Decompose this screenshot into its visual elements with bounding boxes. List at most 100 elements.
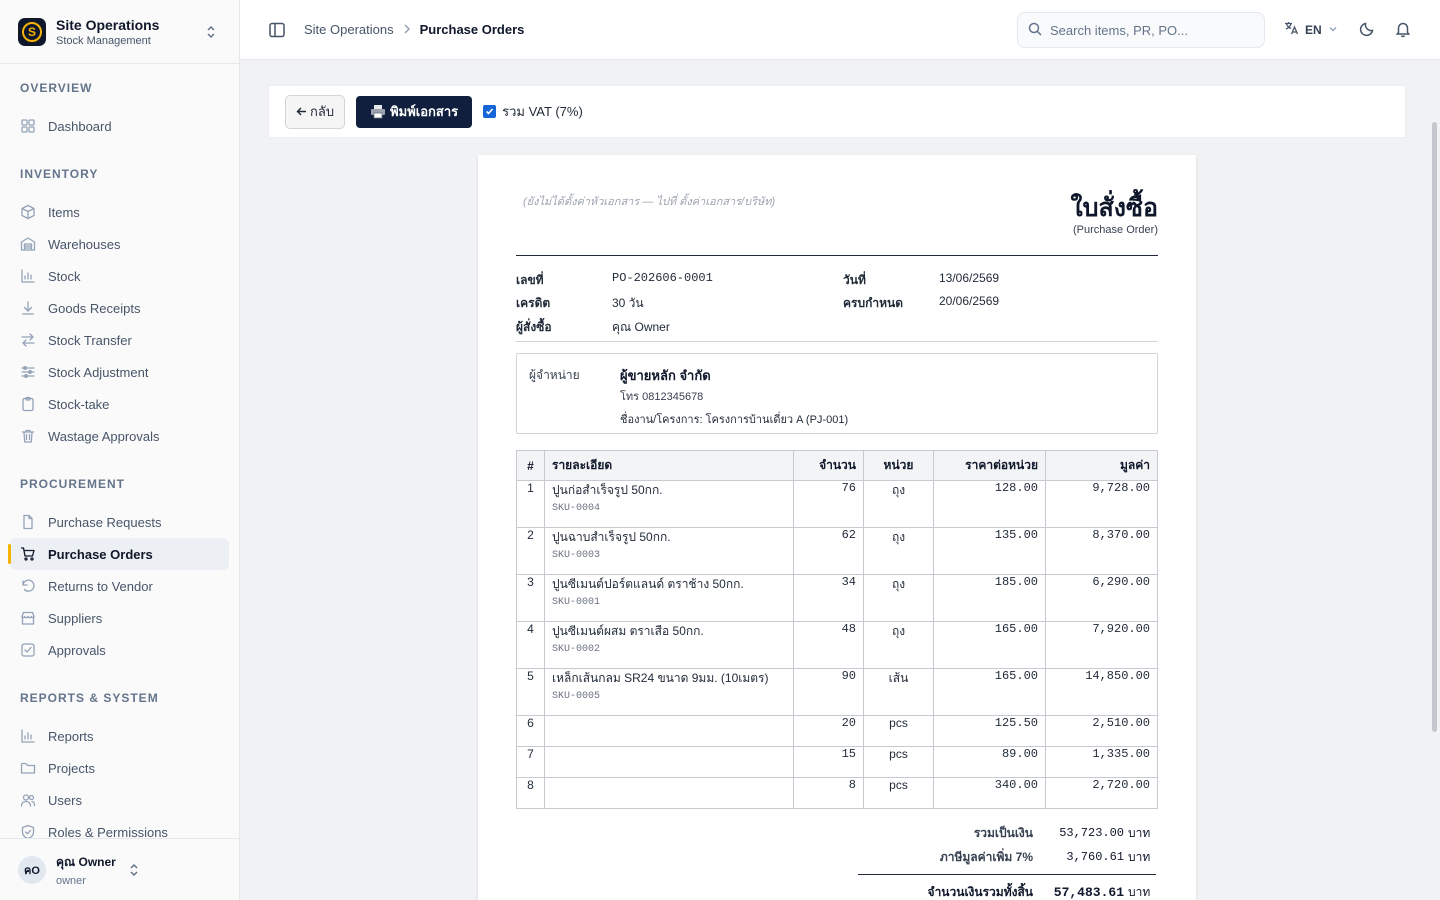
item-sku: SKU-0005 xyxy=(552,691,601,702)
user-menu[interactable]: คO คุณ Owner owner xyxy=(0,838,239,900)
scrollbar[interactable] xyxy=(1432,122,1437,732)
item-unit-cell: ถุง xyxy=(863,480,934,528)
vat-amount-value: 3,760.61 xyxy=(1066,850,1124,864)
sidebar-item-roles-permissions[interactable]: Roles & Permissions xyxy=(10,816,229,838)
row-number-cell: 7 xyxy=(516,746,545,778)
search-input[interactable] xyxy=(1050,22,1250,38)
table-row: 5 เหล็กเส้นกลม SR24 ขนาด 9มม. (10เมตร) SKU… xyxy=(516,668,1158,716)
row-number-cell: 8 xyxy=(516,777,545,809)
users-icon xyxy=(20,792,36,808)
download-icon xyxy=(20,300,36,316)
sidebar-item-wastage-approvals[interactable]: Wastage Approvals xyxy=(10,420,229,452)
search-box[interactable] xyxy=(1017,12,1265,48)
item-unit-price: 340.00 xyxy=(994,778,1038,792)
sidebar-item-reports[interactable]: Reports xyxy=(10,720,229,752)
vendor-box: ผู้จำหน่าย ผู้ขายหลัก จำกัด โทร 08123456… xyxy=(516,353,1158,434)
sidebar-item-items[interactable]: Items xyxy=(10,196,229,228)
trash-icon xyxy=(20,428,36,444)
header-divider xyxy=(516,255,1158,256)
nav-section-title: OVERVIEW xyxy=(20,81,93,95)
sidebar-item-label: Reports xyxy=(48,728,94,744)
sidebar-item-suppliers[interactable]: Suppliers xyxy=(10,602,229,634)
item-sku: SKU-0004 xyxy=(552,503,601,514)
bell-icon[interactable] xyxy=(1394,20,1412,38)
sidebar-item-approvals[interactable]: Approvals xyxy=(10,634,229,666)
print-button[interactable]: พิมพ์เอกสาร xyxy=(356,95,473,128)
sidebar-item-stock[interactable]: Stock xyxy=(10,260,229,292)
back-button[interactable]: กลับ xyxy=(285,94,346,129)
item-amount-cell: 6,290.00 xyxy=(1045,574,1158,622)
nav-section-title: INVENTORY xyxy=(20,167,99,181)
sidebar-item-users[interactable]: Users xyxy=(10,784,229,816)
chevron-down-icon xyxy=(1328,23,1338,37)
vendor-name: ผู้ขายหลัก จำกัด xyxy=(620,368,711,383)
item-amount: 2,720.00 xyxy=(1092,778,1150,792)
item-unit: ถุง xyxy=(891,624,906,638)
language-switcher[interactable]: EN xyxy=(1283,20,1338,39)
buyer-label: ผู้สั่งซื้อ xyxy=(516,320,552,334)
item-description-cell xyxy=(544,746,794,778)
totals-block: รวมเป็นเงิน 53,723.00 บาท ภาษีมูลค่าเพิ่… xyxy=(856,821,1156,900)
main-content: กลับ พิมพ์เอกสาร รวม VAT (7%) (ยังไม่ได้… xyxy=(240,60,1440,900)
item-unit-cell: pcs xyxy=(863,746,934,778)
sidebar-item-purchase-orders[interactable]: Purchase Orders xyxy=(8,538,229,570)
item-quantity: 15 xyxy=(841,747,856,761)
chevron-right-icon xyxy=(403,23,411,37)
row-number: 5 xyxy=(527,669,534,683)
row-number: 4 xyxy=(527,622,534,636)
credit-label: เครดิต xyxy=(516,296,551,310)
item-unit-price: 165.00 xyxy=(994,669,1038,683)
row-number: 1 xyxy=(527,481,534,495)
item-unit-price-cell: 125.50 xyxy=(933,715,1046,747)
arrow-left-icon xyxy=(296,106,307,117)
item-description-cell xyxy=(544,777,794,809)
item-amount: 1,335.00 xyxy=(1092,747,1150,761)
sidebar-item-purchase-requests[interactable]: Purchase Requests xyxy=(10,506,229,538)
document-subtitle: (Purchase Order) xyxy=(1073,224,1158,236)
sidebar-item-label: Warehouses xyxy=(48,236,121,252)
nav-section-title: PROCUREMENT xyxy=(20,477,126,491)
currency-label: บาท xyxy=(1128,849,1151,864)
po-date: 13/06/2569 xyxy=(939,271,1000,285)
search-icon xyxy=(1028,22,1042,39)
vat-label: รวม VAT (7%) xyxy=(502,104,583,119)
brand-logo: S xyxy=(18,17,46,46)
sidebar-item-stock-adjustment[interactable]: Stock Adjustment xyxy=(10,356,229,388)
sidebar-item-warehouses[interactable]: Warehouses xyxy=(10,228,229,260)
meta-divider xyxy=(516,341,1158,342)
sidebar-item-goods-receipts[interactable]: Goods Receipts xyxy=(10,292,229,324)
moon-icon[interactable] xyxy=(1358,20,1376,38)
vat-checkbox[interactable]: รวม VAT (7%) xyxy=(483,101,583,122)
purchase-order-document: (ยังไม่ได้ตั้งค่าหัวเอกสาร — ไปที่ ตั้งค… xyxy=(478,155,1196,900)
item-unit-cell: ถุง xyxy=(863,527,934,575)
sidebar-item-label: Wastage Approvals xyxy=(48,428,160,444)
bar-chart-icon xyxy=(20,728,36,744)
chevrons-up-down-icon xyxy=(205,24,221,40)
sidebar-item-projects[interactable]: Projects xyxy=(10,752,229,784)
brand-title: Site Operations xyxy=(56,16,160,33)
item-quantity-cell: 34 xyxy=(793,574,864,622)
po-number-label: เลขที่ xyxy=(516,273,544,287)
sidebar-item-stock-take[interactable]: Stock-take xyxy=(10,388,229,420)
row-number: 7 xyxy=(527,747,534,761)
sidebar-item-label: Goods Receipts xyxy=(48,300,141,316)
item-unit-cell: ถุง xyxy=(863,621,934,669)
sidebar-item-stock-transfer[interactable]: Stock Transfer xyxy=(10,324,229,356)
folder-icon xyxy=(20,760,36,776)
workspace-switcher[interactable]: S Site Operations Stock Management xyxy=(0,0,239,64)
sidebar-item-returns-to-vendor[interactable]: Returns to Vendor xyxy=(10,570,229,602)
item-amount-cell: 2,510.00 xyxy=(1045,715,1158,747)
sidebar-item-label: Dashboard xyxy=(48,118,112,134)
sidebar-item-label: Returns to Vendor xyxy=(48,578,153,594)
due-date: 20/06/2569 xyxy=(939,294,1000,308)
item-description-cell: เหล็กเส้นกลม SR24 ขนาด 9มม. (10เมตร) SKU-… xyxy=(544,668,794,716)
item-quantity: 8 xyxy=(848,778,856,792)
breadcrumb-parent[interactable]: Site Operations xyxy=(304,22,394,37)
sidebar-item-dashboard[interactable]: Dashboard xyxy=(10,110,229,142)
sidebar-toggle-icon[interactable] xyxy=(268,21,286,39)
checkbox-checked-icon[interactable] xyxy=(483,105,497,118)
table-row: 8 8 pcs 340.00 2,720.00 xyxy=(516,777,1158,809)
item-unit: pcs xyxy=(889,716,908,730)
item-unit-cell: เส้น xyxy=(863,668,934,716)
document-toolbar: กลับ พิมพ์เอกสาร รวม VAT (7%) xyxy=(268,85,1406,138)
